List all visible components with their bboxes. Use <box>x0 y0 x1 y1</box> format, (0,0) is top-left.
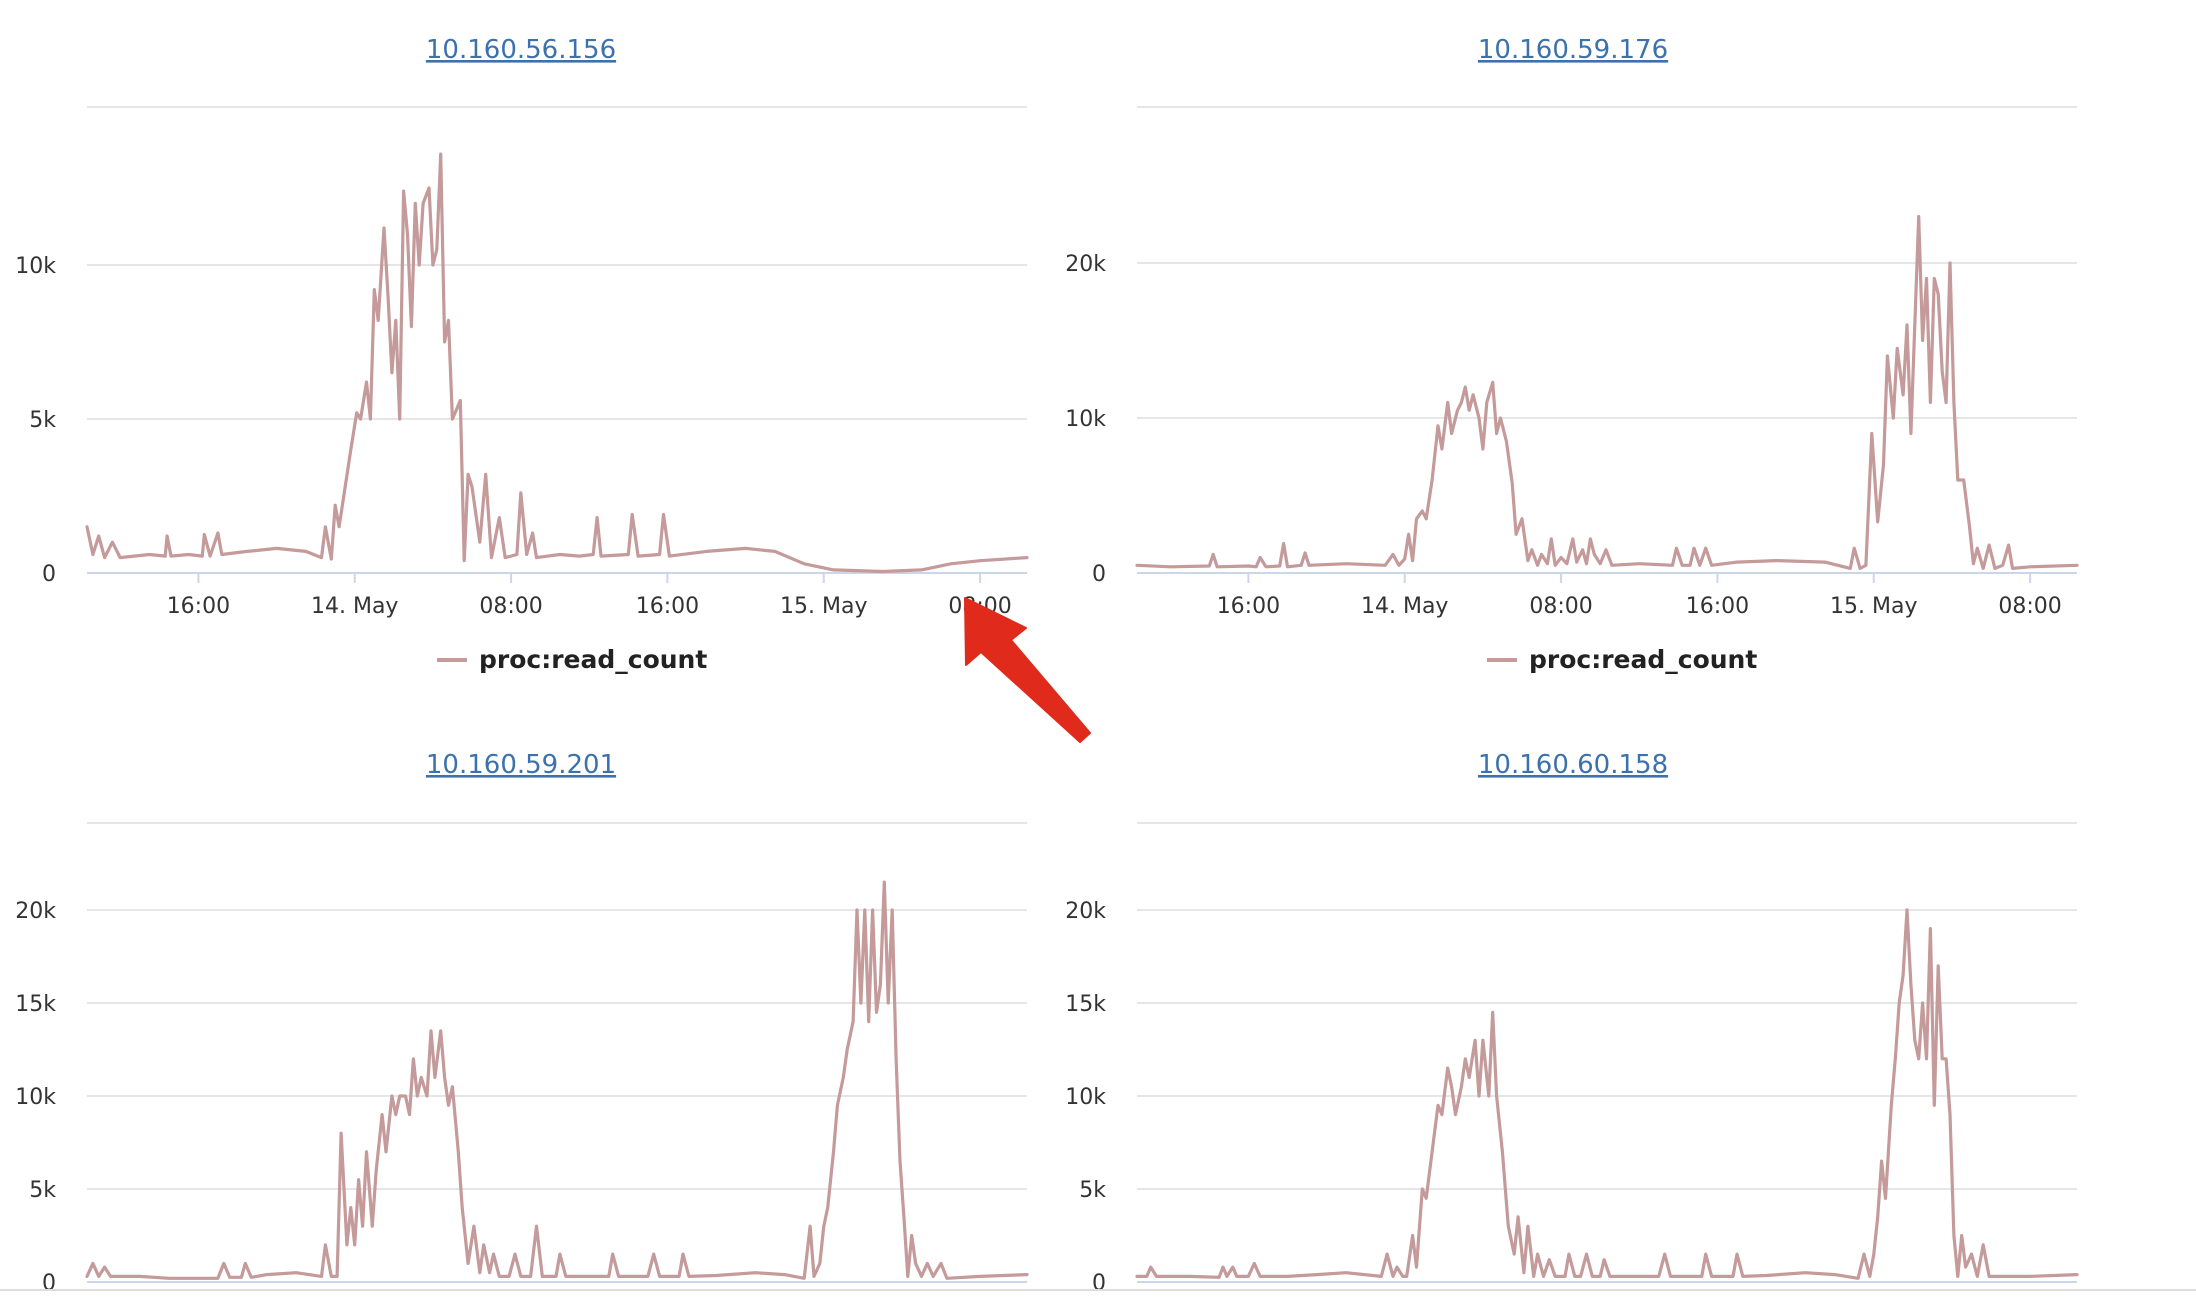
x-tick-label: 14. May <box>1361 594 1448 619</box>
x-tick-label: 16:00 <box>636 594 699 619</box>
x-tick-label: 15. May <box>1830 594 1917 619</box>
y-tick-label: 10k <box>1065 407 1106 432</box>
series-line <box>85 152 1029 574</box>
red-arrow-annotation <box>964 597 1091 743</box>
legend-item-label: proc:read_count <box>1529 645 1757 674</box>
y-tick-label: 20k <box>15 899 56 924</box>
y-tick-label: 10k <box>15 1085 56 1110</box>
y-tick-label: 5k <box>29 408 56 433</box>
y-tick-label: 10k <box>15 254 56 279</box>
y-tick-label: 20k <box>1065 252 1106 277</box>
x-tick-label: 08:00 <box>1529 594 1592 619</box>
legend-item-label: proc:read_count <box>479 645 707 674</box>
x-tick-label: 08:00 <box>1998 594 2061 619</box>
y-tick-label: 0 <box>42 1271 56 1296</box>
chart-title-link: 10.160.56.156 <box>426 35 616 65</box>
x-tick-label: 16:00 <box>1686 594 1749 619</box>
chart-title-link: 10.160.60.158 <box>1478 750 1668 780</box>
y-tick-label: 0 <box>42 562 56 587</box>
series-line <box>1135 214 2079 570</box>
y-tick-label: 10k <box>1065 1085 1106 1110</box>
x-tick-label: 15. May <box>780 594 867 619</box>
y-tick-label: 5k <box>29 1178 56 1203</box>
series-line <box>1135 908 2079 1280</box>
chart-title-link: 10.160.59.201 <box>426 750 616 780</box>
y-tick-label: 15k <box>1065 992 1106 1017</box>
x-tick-label: 08:00 <box>479 594 542 619</box>
x-tick-label: 16:00 <box>1217 594 1280 619</box>
series-line <box>85 880 1029 1280</box>
x-tick-label: 16:00 <box>167 594 230 619</box>
chart-title-link: 10.160.59.176 <box>1478 35 1668 65</box>
x-tick-label: 14. May <box>311 594 398 619</box>
y-tick-label: 20k <box>1065 899 1106 924</box>
y-tick-label: 0 <box>1092 1271 1106 1296</box>
y-tick-label: 15k <box>15 992 56 1017</box>
y-tick-label: 5k <box>1079 1178 1106 1203</box>
y-tick-label: 0 <box>1092 562 1106 587</box>
